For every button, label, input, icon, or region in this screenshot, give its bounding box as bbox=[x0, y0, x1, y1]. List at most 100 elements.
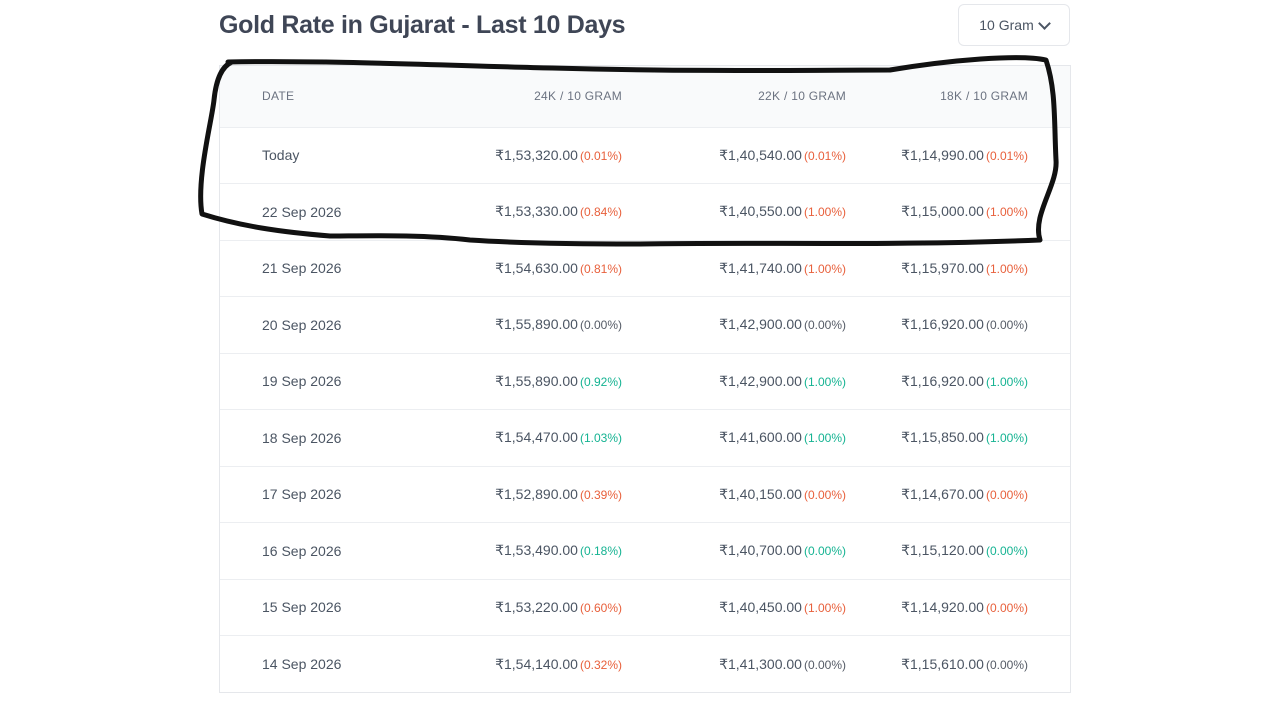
price-value: ₹1,42,900.00 bbox=[719, 316, 802, 333]
change-percent: (0.00%) bbox=[803, 318, 846, 333]
rate-cell-24k: ₹1,54,140.00 (0.32%) bbox=[420, 636, 622, 693]
header-24k: 24K / 10 GRAM bbox=[534, 89, 622, 104]
price-value: ₹1,41,740.00 bbox=[719, 259, 802, 276]
change-percent: (0.00%) bbox=[803, 487, 846, 502]
price-value: ₹1,40,450.00 bbox=[719, 598, 802, 615]
change-percent: (0.00%) bbox=[803, 544, 846, 559]
change-percent: (0.18%) bbox=[579, 544, 622, 559]
change-percent: (0.00%) bbox=[579, 318, 622, 333]
change-percent: (1.00%) bbox=[985, 374, 1028, 389]
row-date: 21 Sep 2026 bbox=[262, 260, 342, 277]
row-date: 16 Sep 2026 bbox=[262, 542, 342, 559]
change-percent: (0.39%) bbox=[579, 487, 622, 502]
price-value: ₹1,42,900.00 bbox=[719, 372, 802, 389]
price-value: ₹1,55,890.00 bbox=[495, 372, 578, 389]
chevron-down-icon bbox=[1037, 16, 1051, 30]
rate-cell-18k: ₹1,15,000.00 (1.00%) bbox=[846, 184, 1070, 241]
rate-cell-18k: ₹1,14,920.00 (0.00%) bbox=[846, 579, 1070, 636]
table-row: 19 Sep 2026 ₹1,55,890.00 (0.92%) ₹1,42,900.… bbox=[220, 353, 1070, 410]
table-row: 22 Sep 2026 ₹1,53,330.00 (0.84%) ₹1,40,550.… bbox=[220, 183, 1070, 241]
rate-cell-22k: ₹1,41,600.00 (1.00%) bbox=[622, 410, 846, 467]
row-date: 22 Sep 2026 bbox=[262, 203, 342, 220]
change-percent: (0.01%) bbox=[579, 148, 622, 163]
price-value: ₹1,54,630.00 bbox=[495, 259, 578, 276]
price-value: ₹1,55,890.00 bbox=[495, 316, 578, 333]
rate-cell-18k: ₹1,15,120.00 (0.00%) bbox=[846, 523, 1070, 580]
change-percent: (1.00%) bbox=[985, 431, 1028, 446]
price-value: ₹1,15,610.00 bbox=[901, 655, 984, 672]
rate-cell-24k: ₹1,53,220.00 (0.60%) bbox=[420, 579, 622, 636]
row-date: 20 Sep 2026 bbox=[262, 316, 342, 333]
rate-cell-22k: ₹1,41,740.00 (1.00%) bbox=[622, 240, 846, 297]
change-percent: (1.00%) bbox=[985, 205, 1028, 220]
change-percent: (0.32%) bbox=[579, 657, 622, 672]
rate-cell-24k: ₹1,53,320.00 (0.01%) bbox=[420, 127, 622, 184]
rate-cell-24k: ₹1,53,330.00 (0.84%) bbox=[420, 184, 622, 241]
rate-cell-18k: ₹1,15,850.00 (1.00%) bbox=[846, 410, 1070, 467]
rate-cell-22k: ₹1,40,700.00 (0.00%) bbox=[622, 523, 846, 580]
table-row: 18 Sep 2026 ₹1,54,470.00 (1.03%) ₹1,41,600.… bbox=[220, 409, 1070, 467]
rate-cell-24k: ₹1,53,490.00 (0.18%) bbox=[420, 523, 622, 580]
change-percent: (1.03%) bbox=[579, 431, 622, 446]
table-row: 17 Sep 2026 ₹1,52,890.00 (0.39%) ₹1,40,150.… bbox=[220, 466, 1070, 523]
change-percent: (0.01%) bbox=[985, 148, 1028, 163]
price-value: ₹1,53,330.00 bbox=[495, 203, 578, 220]
change-percent: (0.00%) bbox=[985, 487, 1028, 502]
row-date: Today bbox=[262, 147, 300, 164]
rate-cell-22k: ₹1,42,900.00 (0.00%) bbox=[622, 297, 846, 354]
change-percent: (0.00%) bbox=[985, 318, 1028, 333]
price-value: ₹1,54,470.00 bbox=[495, 429, 578, 446]
price-value: ₹1,40,540.00 bbox=[719, 146, 802, 163]
change-percent: (0.00%) bbox=[985, 657, 1028, 672]
rate-cell-24k: ₹1,55,890.00 (0.92%) bbox=[420, 353, 622, 410]
price-value: ₹1,15,120.00 bbox=[901, 542, 984, 559]
price-value: ₹1,52,890.00 bbox=[495, 485, 578, 502]
price-value: ₹1,40,550.00 bbox=[719, 203, 802, 220]
price-value: ₹1,53,220.00 bbox=[495, 598, 578, 615]
change-percent: (0.00%) bbox=[803, 657, 846, 672]
header-22k: 22K / 10 GRAM bbox=[758, 89, 846, 104]
row-date: 14 Sep 2026 bbox=[262, 656, 342, 672]
header-18k: 18K / 10 GRAM bbox=[940, 89, 1028, 104]
unit-select[interactable]: 10 Gram bbox=[958, 4, 1070, 46]
unit-select-value: 10 Gram bbox=[979, 17, 1034, 33]
row-date: 15 Sep 2026 bbox=[262, 599, 342, 616]
rate-cell-18k: ₹1,16,920.00 (0.00%) bbox=[846, 297, 1070, 354]
change-percent: (1.00%) bbox=[803, 205, 846, 220]
table-row: 21 Sep 2026 ₹1,54,630.00 (0.81%) ₹1,41,740.… bbox=[220, 240, 1070, 297]
change-percent: (0.92%) bbox=[579, 374, 622, 389]
rate-cell-18k: ₹1,14,990.00 (0.01%) bbox=[846, 127, 1070, 184]
page-title: Gold Rate in Gujarat - Last 10 Days bbox=[219, 11, 626, 39]
price-value: ₹1,14,990.00 bbox=[901, 146, 984, 163]
table-row: 14 Sep 2026 ₹1,54,140.00 (0.32%) ₹1,41,300.… bbox=[220, 635, 1070, 693]
rate-cell-22k: ₹1,40,450.00 (1.00%) bbox=[622, 579, 846, 636]
row-date: 18 Sep 2026 bbox=[262, 429, 342, 446]
price-value: ₹1,15,970.00 bbox=[901, 259, 984, 276]
price-value: ₹1,16,920.00 bbox=[901, 372, 984, 389]
price-value: ₹1,54,140.00 bbox=[495, 655, 578, 672]
change-percent: (1.00%) bbox=[803, 374, 846, 389]
price-value: ₹1,41,600.00 bbox=[719, 429, 802, 446]
rate-cell-24k: ₹1,54,470.00 (1.03%) bbox=[420, 410, 622, 467]
rate-cell-24k: ₹1,52,890.00 (0.39%) bbox=[420, 466, 622, 523]
price-value: ₹1,14,670.00 bbox=[901, 485, 984, 502]
rate-cell-22k: ₹1,40,550.00 (1.00%) bbox=[622, 184, 846, 241]
price-value: ₹1,41,300.00 bbox=[719, 655, 802, 672]
rate-cell-18k: ₹1,15,610.00 (0.00%) bbox=[846, 636, 1070, 693]
price-value: ₹1,40,700.00 bbox=[719, 542, 802, 559]
price-value: ₹1,53,490.00 bbox=[495, 542, 578, 559]
row-date: 17 Sep 2026 bbox=[262, 486, 342, 503]
price-value: ₹1,16,920.00 bbox=[901, 316, 984, 333]
rate-cell-22k: ₹1,42,900.00 (1.00%) bbox=[622, 353, 846, 410]
table-row: 15 Sep 2026 ₹1,53,220.00 (0.60%) ₹1,40,450.… bbox=[220, 579, 1070, 636]
change-percent: (1.00%) bbox=[803, 261, 846, 276]
row-date: 19 Sep 2026 bbox=[262, 373, 342, 390]
rate-cell-18k: ₹1,16,920.00 (1.00%) bbox=[846, 353, 1070, 410]
price-value: ₹1,15,850.00 bbox=[901, 429, 984, 446]
rate-cell-22k: ₹1,40,540.00 (0.01%) bbox=[622, 127, 846, 184]
price-value: ₹1,40,150.00 bbox=[719, 485, 802, 502]
change-percent: (1.00%) bbox=[803, 431, 846, 446]
change-percent: (0.01%) bbox=[803, 148, 846, 163]
rate-cell-24k: ₹1,54,630.00 (0.81%) bbox=[420, 240, 622, 297]
